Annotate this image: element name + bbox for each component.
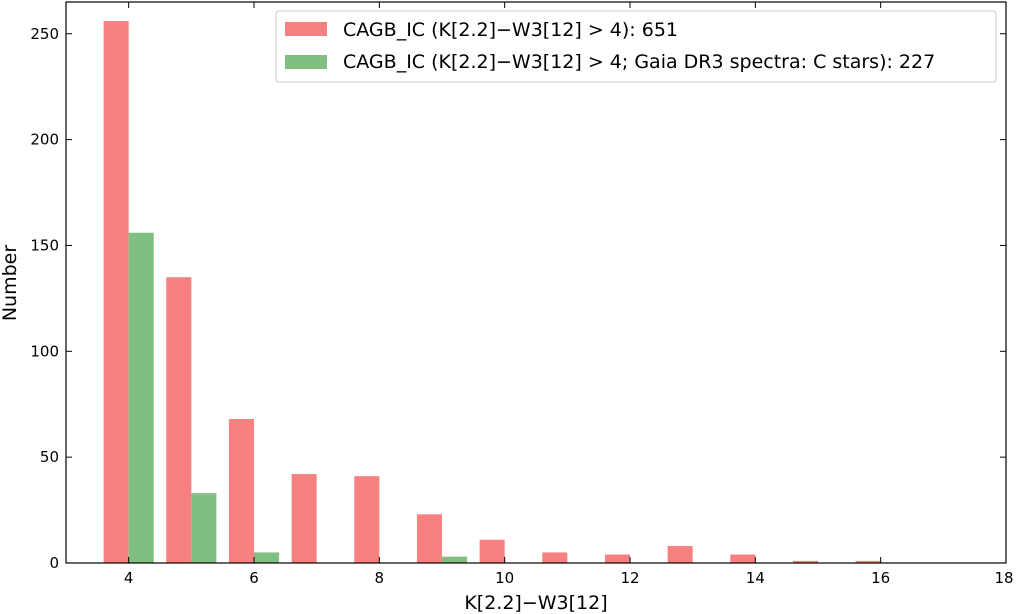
x-tick-label-10: 10 <box>495 569 514 587</box>
x-tick-label-12: 12 <box>620 569 639 587</box>
bar-total-4 <box>354 476 380 563</box>
bar-c-stars-2 <box>254 552 280 563</box>
bar-total-7 <box>542 552 568 563</box>
legend-label-c-stars: CAGB_IC (K[2.2]−W3[12] > 4; Gaia DR3 spe… <box>343 51 935 73</box>
x-tick-label-16: 16 <box>871 569 890 587</box>
legend-swatch-total <box>285 22 327 36</box>
bar-total-0 <box>103 21 129 564</box>
y-tick-label-250: 250 <box>30 25 59 43</box>
x-tick-label-4: 4 <box>124 569 134 587</box>
bar-total-9 <box>667 546 693 563</box>
plot-frame <box>65 1 1007 564</box>
legend-label-total: CAGB_IC (K[2.2]−W3[12] > 4): 651 <box>343 19 678 41</box>
y-tick-label-0: 0 <box>49 554 59 572</box>
x-tick-label-6: 6 <box>249 569 259 587</box>
bar-total-3 <box>291 474 317 563</box>
bar-total-2 <box>228 419 254 563</box>
bar-c-stars-0 <box>128 232 154 563</box>
ticks-layer: 4 6 8 10 12 14 16 18 0 50 100 150 200 250 <box>30 2 1014 587</box>
legend: CAGB_IC (K[2.2]−W3[12] > 4): 651 CAGB_IC… <box>275 10 997 83</box>
bar-c-stars-5 <box>442 556 468 563</box>
bar-c-stars-1 <box>191 493 217 563</box>
y-tick-label-150: 150 <box>30 236 59 254</box>
y-tick-label-100: 100 <box>30 342 59 360</box>
bar-total-10 <box>730 554 756 563</box>
bar-total-6 <box>479 539 505 563</box>
bar-total-8 <box>604 554 630 563</box>
x-tick-label-14: 14 <box>746 569 765 587</box>
legend-swatch-c-stars <box>285 55 327 69</box>
x-tick-label-8: 8 <box>375 569 385 587</box>
bars-layer <box>103 21 881 564</box>
x-tick-label-18: 18 <box>994 569 1013 587</box>
y-axis-title: Number <box>0 245 21 322</box>
bar-total-1 <box>166 277 192 563</box>
y-tick-label-200: 200 <box>30 131 59 149</box>
bar-total-5 <box>416 514 442 563</box>
bar-total-12 <box>855 560 881 563</box>
bar-total-11 <box>792 560 818 563</box>
legend-box <box>275 10 997 83</box>
y-tick-label-50: 50 <box>40 448 59 466</box>
x-axis-title: K[2.2]−W3[12] <box>464 592 607 614</box>
